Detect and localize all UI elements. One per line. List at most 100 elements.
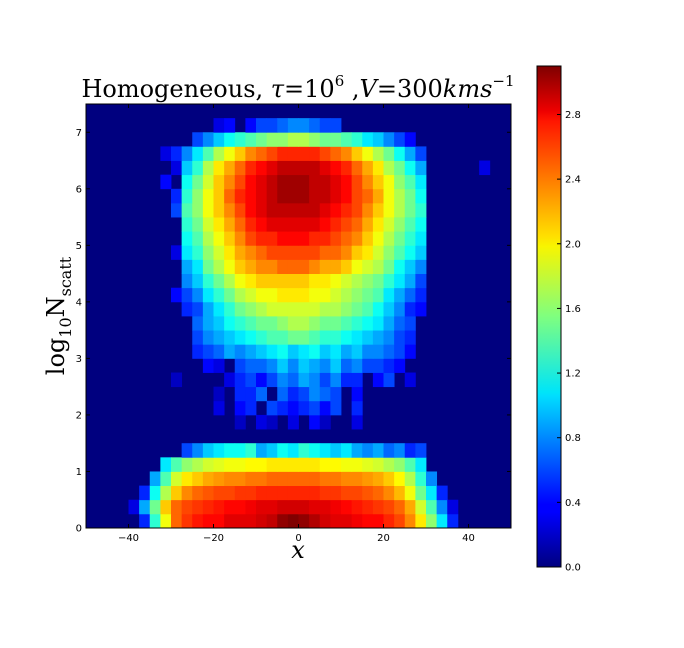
heatmap-cell bbox=[181, 202, 193, 218]
heatmap-cell bbox=[404, 513, 416, 529]
heatmap-cell bbox=[234, 245, 246, 260]
heatmap-cell bbox=[171, 245, 183, 260]
heatmap-cell bbox=[287, 499, 299, 515]
heatmap-cell bbox=[404, 316, 416, 331]
heatmap-cell bbox=[436, 499, 448, 515]
heatmap-cell bbox=[319, 146, 331, 161]
heatmap-cell bbox=[383, 358, 395, 373]
heatmap-cell bbox=[266, 513, 278, 529]
heatmap-cell bbox=[372, 513, 384, 529]
heatmap-cell bbox=[309, 188, 321, 204]
heatmap-cell bbox=[287, 414, 299, 430]
heatmap-cell bbox=[213, 118, 225, 133]
heatmap-cell bbox=[330, 471, 342, 486]
heatmap-cell bbox=[330, 245, 342, 260]
heatmap-cell bbox=[330, 188, 342, 204]
heatmap-cell bbox=[383, 231, 395, 246]
heatmap-cell bbox=[277, 231, 289, 246]
heatmap-cell bbox=[234, 316, 246, 331]
heatmap-cell bbox=[149, 485, 161, 501]
heatmap-cell bbox=[224, 499, 236, 515]
heatmap-cell bbox=[213, 287, 225, 303]
heatmap-cell bbox=[415, 259, 427, 274]
heatmap-cell bbox=[372, 259, 384, 274]
heatmap-cell bbox=[192, 457, 204, 472]
heatmap-cell bbox=[415, 245, 427, 260]
heatmap-cell bbox=[383, 457, 395, 472]
heatmap-cell bbox=[309, 273, 321, 289]
heatmap-cell bbox=[256, 217, 268, 232]
heatmap-cell bbox=[245, 471, 257, 486]
heatmap-cell bbox=[394, 146, 406, 161]
heatmap-cell bbox=[245, 188, 257, 204]
heatmap-cell bbox=[171, 372, 183, 388]
heatmap-cell bbox=[298, 485, 310, 501]
colorbar: 0.0 0.4 0.8 1.2 1.6 2.0 2.4 2.8 bbox=[536, 65, 581, 574]
heatmap-cell bbox=[415, 174, 427, 190]
heatmap-cell bbox=[404, 499, 416, 515]
heatmap-cell bbox=[213, 457, 225, 472]
heatmap-cell bbox=[341, 146, 353, 161]
heatmap-cell bbox=[351, 414, 363, 430]
heatmap-cell bbox=[341, 513, 353, 529]
heatmap-cell bbox=[192, 146, 204, 161]
heatmap-cell bbox=[394, 471, 406, 486]
heatmap-cell bbox=[171, 202, 183, 218]
heatmap-cell bbox=[362, 301, 374, 317]
heatmap-cell bbox=[224, 273, 236, 289]
heatmap-cell bbox=[415, 499, 427, 515]
heatmap-cell bbox=[234, 273, 246, 289]
heatmap-cell bbox=[202, 231, 214, 246]
heatmap-cell bbox=[298, 146, 310, 161]
heatmap-cell bbox=[234, 372, 246, 388]
heatmap-cell bbox=[192, 471, 204, 486]
heatmap-cell bbox=[287, 259, 299, 274]
heatmap-cell bbox=[436, 485, 448, 501]
heatmap-cell bbox=[234, 259, 246, 274]
heatmap-cell bbox=[309, 443, 321, 458]
heatmap-cell bbox=[362, 160, 374, 176]
heatmap-cell bbox=[383, 485, 395, 501]
heatmap-cell bbox=[341, 358, 353, 373]
heatmap-cell bbox=[181, 174, 193, 190]
heatmap-cell bbox=[415, 146, 427, 161]
heatmap-cell bbox=[351, 344, 363, 359]
heatmap-cell bbox=[383, 202, 395, 218]
heatmap-cell bbox=[245, 386, 257, 402]
heatmap-cell bbox=[277, 386, 289, 402]
heatmap-cell bbox=[266, 146, 278, 161]
heatmap-cell bbox=[415, 485, 427, 501]
heatmap-cell bbox=[341, 259, 353, 274]
heatmap-cell bbox=[266, 372, 278, 388]
heatmap-cell bbox=[426, 499, 438, 515]
heatmap-cell bbox=[319, 344, 331, 359]
heatmap-cell bbox=[330, 118, 342, 133]
colorbar-tick-label: 2.0 bbox=[565, 239, 581, 250]
heatmap-cell bbox=[287, 443, 299, 458]
heatmap-cell bbox=[202, 499, 214, 515]
heatmap-cell bbox=[309, 202, 321, 218]
heatmap-cell bbox=[372, 358, 384, 373]
heatmap-cell bbox=[287, 245, 299, 260]
heatmap-cell bbox=[213, 443, 225, 458]
heatmap-cell bbox=[234, 301, 246, 317]
heatmap-cell bbox=[171, 485, 183, 501]
heatmap-cell bbox=[383, 344, 395, 359]
y-tick-label: 2 bbox=[76, 410, 82, 421]
heatmap-cell bbox=[277, 188, 289, 204]
heatmap-cell bbox=[351, 273, 363, 289]
heatmap-cell bbox=[330, 287, 342, 303]
heatmap-cell bbox=[213, 146, 225, 161]
heatmap-cell bbox=[298, 301, 310, 317]
heatmap-cell bbox=[341, 132, 353, 147]
heatmap-cell bbox=[362, 499, 374, 515]
heatmap-cell bbox=[319, 386, 331, 402]
heatmap-cell bbox=[372, 202, 384, 218]
heatmap-cell bbox=[383, 316, 395, 331]
heatmap-cell bbox=[287, 358, 299, 373]
heatmap-cell bbox=[202, 513, 214, 529]
y-axis-label: log10Nscatt bbox=[42, 256, 75, 375]
heatmap-cell bbox=[256, 386, 268, 402]
heatmap-cell bbox=[266, 443, 278, 458]
